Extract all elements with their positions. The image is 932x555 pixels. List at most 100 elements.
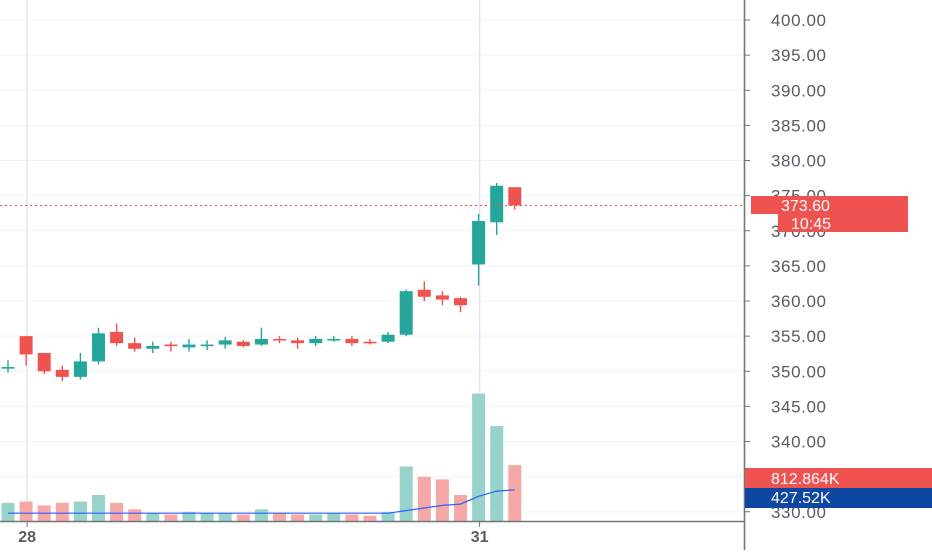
candle-body	[182, 344, 196, 348]
price-tick-label: 400.00	[771, 11, 827, 30]
candle-body	[291, 340, 305, 344]
volume-bars	[1, 393, 522, 521]
candle	[73, 352, 87, 380]
grid-lines	[0, 19, 744, 513]
candle-body	[417, 289, 431, 297]
price-tick-label: 360.00	[771, 292, 827, 311]
candle-body	[200, 344, 214, 347]
price-tick-label: 365.00	[771, 257, 827, 276]
volume-ma-badge: 427.52K	[745, 488, 932, 508]
candles	[1, 182, 522, 382]
volume-bar	[273, 513, 286, 521]
volume-bar	[508, 465, 522, 521]
candle	[417, 281, 431, 301]
candle	[254, 327, 268, 346]
volume-bar	[110, 502, 124, 521]
candle-body	[381, 334, 395, 342]
candle-body	[92, 333, 105, 362]
candle-body	[146, 345, 160, 349]
volume-bar	[128, 509, 142, 521]
candle	[363, 338, 377, 345]
time-axis[interactable]: 28 31	[0, 520, 744, 546]
candle-body	[454, 298, 467, 306]
volume-bar	[236, 514, 250, 521]
candle	[381, 331, 395, 344]
time-tick-label: 31	[471, 529, 489, 546]
countdown-badge: 10:45	[778, 214, 908, 233]
volume-bar	[363, 515, 377, 521]
candle-body	[218, 340, 232, 345]
candle	[37, 352, 51, 375]
candle-body	[254, 338, 268, 345]
candle	[435, 291, 449, 306]
time-tick-label: 28	[18, 529, 36, 546]
candle	[236, 340, 250, 348]
volume-bar	[1, 502, 15, 521]
volume-bar	[19, 501, 33, 521]
candle	[110, 323, 124, 346]
volume-bar	[345, 514, 359, 521]
candle	[345, 336, 359, 346]
volume-bar	[472, 393, 486, 521]
candle	[454, 296, 467, 313]
candle	[1, 360, 15, 373]
candle-body	[490, 185, 504, 223]
candle-body	[37, 352, 51, 372]
countdown-badge-label: 10:45	[791, 216, 831, 233]
price-badge: 373.60	[751, 196, 908, 215]
candle-body	[472, 220, 486, 265]
volume-badge-label: 812.864K	[771, 471, 840, 488]
volume-bar	[182, 511, 196, 521]
candle	[92, 327, 105, 365]
candle-body	[164, 344, 178, 347]
candle	[508, 187, 522, 210]
candle-body	[399, 291, 413, 335]
candle-body	[128, 343, 142, 349]
candle-body	[73, 361, 87, 377]
candle	[128, 337, 142, 352]
candle	[399, 289, 413, 337]
candle	[218, 336, 232, 349]
candle	[200, 340, 214, 351]
candle	[309, 336, 323, 346]
candle-body	[363, 341, 377, 344]
candle-body	[309, 338, 323, 344]
volume-ma-badge-label: 427.52K	[771, 490, 831, 507]
volume-bar	[146, 513, 160, 521]
volume-bar	[309, 514, 323, 521]
price-axis[interactable]: 400.00395.00390.00385.00380.00375.00370.…	[743, 0, 827, 550]
candle-body	[1, 367, 15, 369]
candle	[19, 336, 33, 366]
price-tick-label: 385.00	[771, 116, 827, 135]
volume-bar	[435, 479, 449, 521]
volume-bar	[327, 513, 341, 521]
volume-bar	[490, 426, 504, 521]
candle-body	[110, 331, 124, 344]
price-tick-label: 390.00	[771, 81, 827, 100]
candle	[327, 336, 341, 342]
time-gridlines	[26, 0, 481, 521]
price-badge-label: 373.60	[781, 198, 830, 215]
volume-badge: 812.864K	[745, 468, 932, 489]
volume-bar	[55, 502, 69, 521]
volume-bar	[73, 501, 87, 521]
volume-bar	[254, 509, 268, 521]
candle-body	[236, 341, 250, 346]
price-tick-label: 395.00	[771, 46, 827, 65]
candle-body	[508, 187, 522, 206]
volume-ma-line	[8, 489, 515, 514]
candle	[182, 338, 196, 352]
volume-bar	[218, 513, 232, 521]
price-tick-label: 350.00	[771, 362, 827, 381]
price-tick-label: 380.00	[771, 152, 827, 171]
volume-bar	[454, 495, 467, 521]
candle	[472, 213, 486, 286]
volume-bar	[417, 476, 431, 521]
candle-body	[19, 336, 33, 355]
candle	[291, 337, 305, 349]
price-tick-label: 340.00	[771, 433, 827, 452]
candle	[490, 182, 504, 235]
volume-bar	[164, 514, 178, 521]
